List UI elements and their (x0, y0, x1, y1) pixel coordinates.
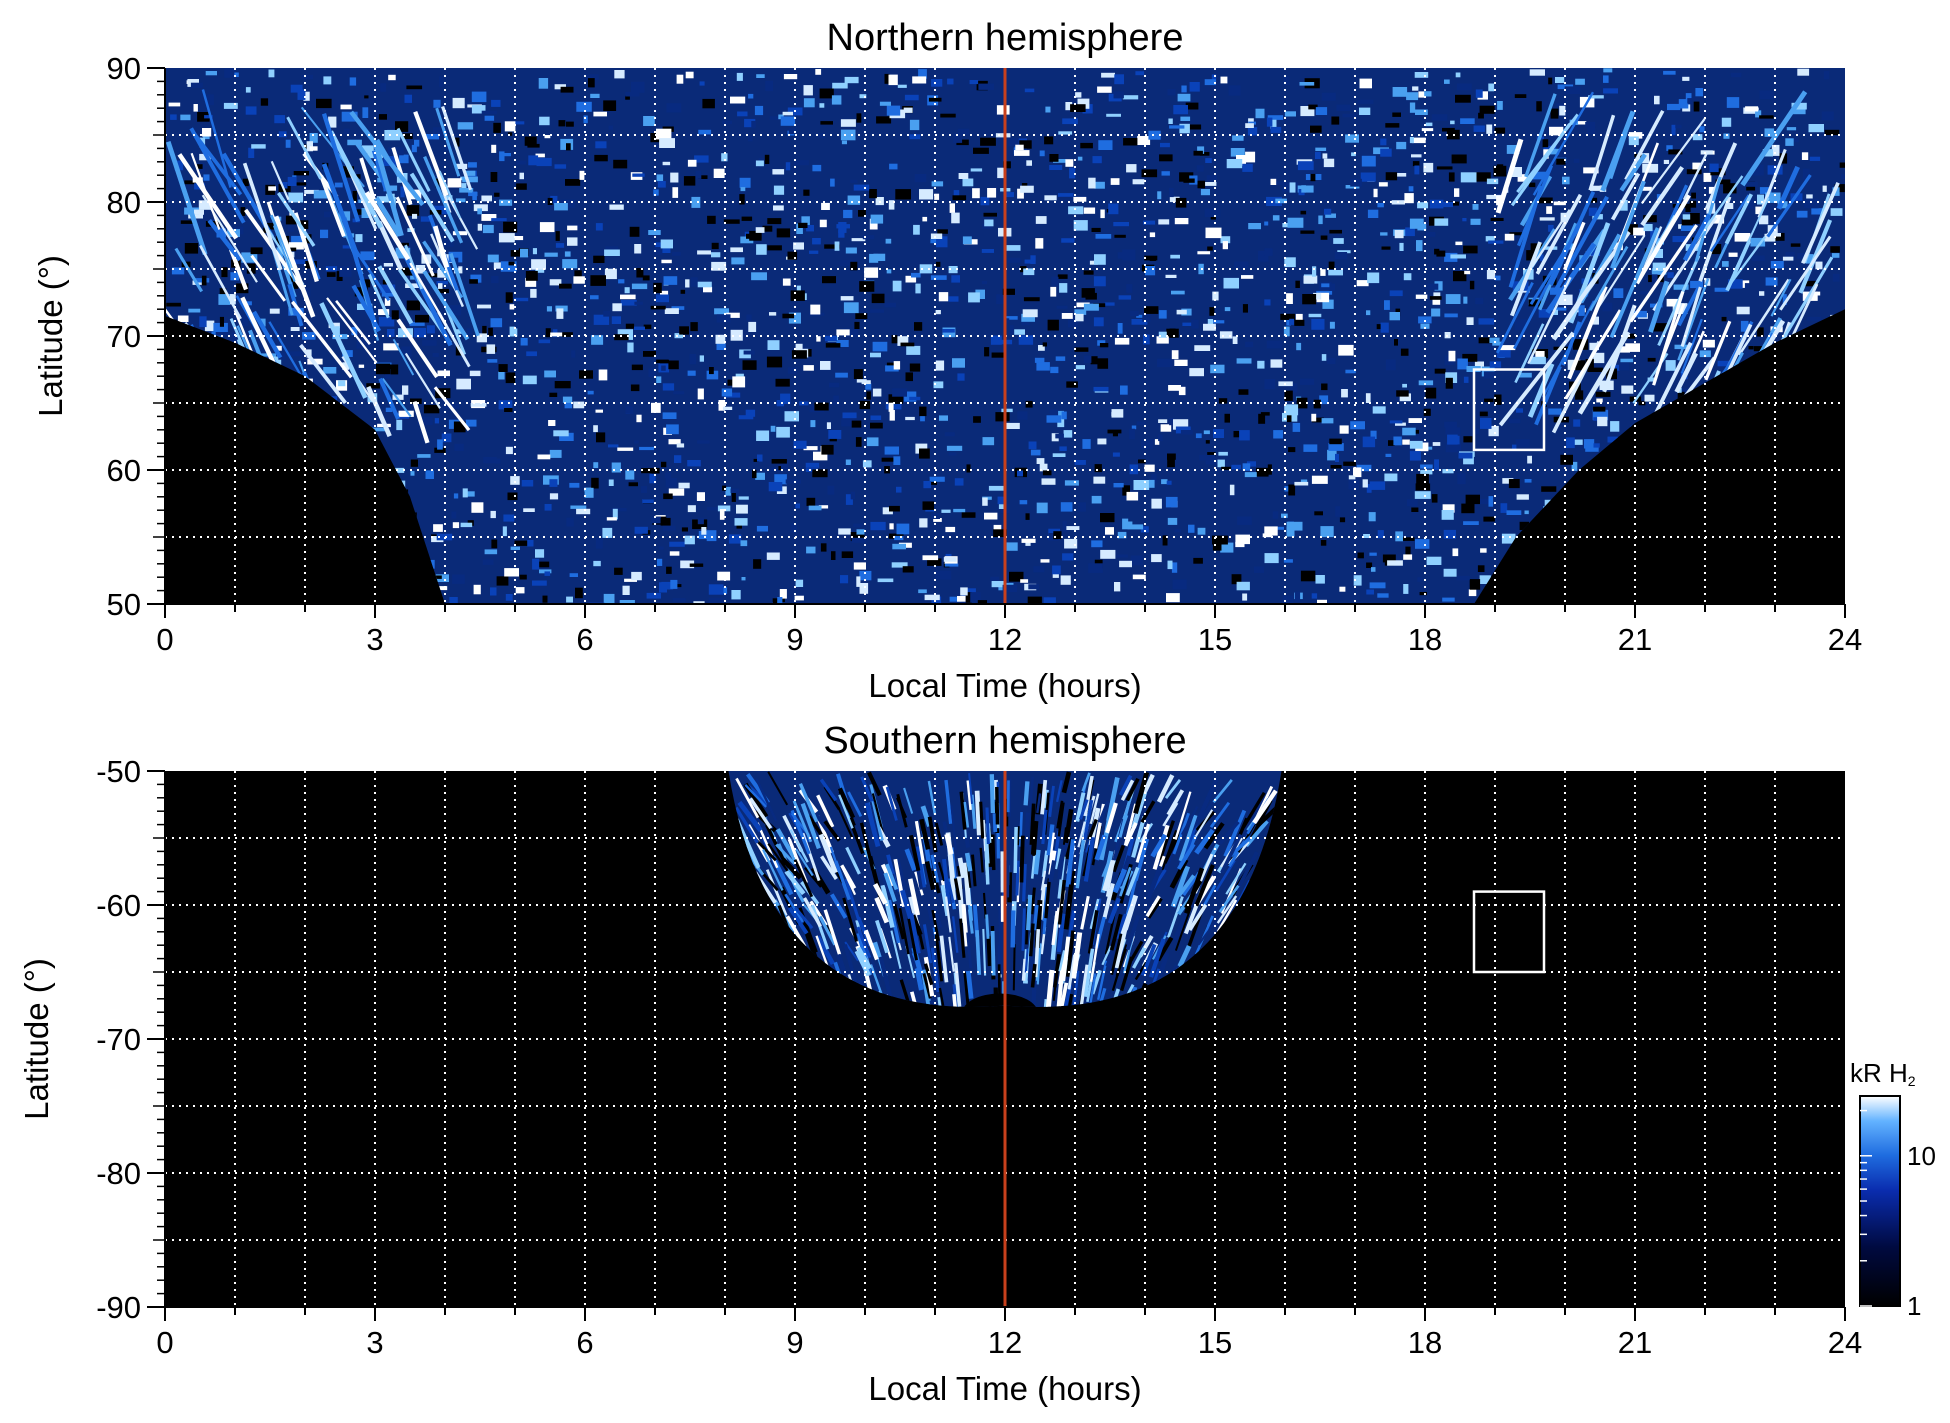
southern-region-box (1472, 890, 1546, 974)
x-tick-label: 0 (156, 1325, 173, 1360)
northern-y-axis-label: Latitude (°) (32, 255, 69, 417)
northern-axes: 0 3 6 9 12 15 18 21 24 50 60 70 80 90 (107, 51, 1863, 657)
southern-title: Southern hemisphere (823, 720, 1186, 762)
x-tick-label: 12 (988, 622, 1022, 657)
y-tick-label: 80 (107, 185, 141, 220)
southern-axes: 0 3 6 9 12 15 18 21 24 -50 -60 -70 -80 -90 (96, 754, 1862, 1360)
x-tick-label: 18 (1408, 622, 1442, 657)
northern-region-box (1472, 368, 1546, 452)
colorbar-label: kR H2 (1850, 1058, 1916, 1089)
x-tick-label: 3 (366, 622, 383, 657)
x-tick-label: 15 (1198, 1325, 1232, 1360)
x-tick-label: 6 (576, 622, 593, 657)
x-tick-label: 9 (786, 622, 803, 657)
x-tick-label: 3 (366, 1325, 383, 1360)
x-tick-label: 18 (1408, 1325, 1442, 1360)
x-tick-label: 0 (156, 622, 173, 657)
x-tick-label: 24 (1828, 1325, 1862, 1360)
colorbar-ticks: 1 10 (1860, 1109, 1936, 1321)
x-tick-label: 15 (1198, 622, 1232, 657)
southern-panel: Southern hemisphere 0 3 6 9 12 15 18 21 24 -50 -60… (18, 720, 1862, 1407)
northern-x-axis-label: Local Time (hours) (868, 667, 1141, 704)
colorbar-tick-label: 10 (1907, 1141, 1936, 1171)
y-tick-label: -80 (96, 1156, 141, 1191)
y-tick-label: -90 (96, 1290, 141, 1325)
x-tick-label: 12 (988, 1325, 1022, 1360)
northern-panel: Northern hemisphere 0 3 6 9 12 15 18 21 24 50 60 70… (32, 17, 1862, 704)
y-tick-label: 60 (107, 453, 141, 488)
y-tick-label: -50 (96, 754, 141, 789)
southern-x-axis-label: Local Time (hours) (868, 1370, 1141, 1407)
y-tick-label: -60 (96, 888, 141, 923)
southern-y-axis-label: Latitude (°) (18, 958, 55, 1120)
y-tick-label: 90 (107, 51, 141, 86)
x-tick-label: 21 (1618, 1325, 1652, 1360)
x-tick-label: 6 (576, 1325, 593, 1360)
colorbar: kR H2 1 10 (1850, 1058, 1936, 1321)
colorbar-tick-label: 1 (1907, 1291, 1921, 1321)
northern-title: Northern hemisphere (827, 17, 1184, 59)
x-tick-label: 9 (786, 1325, 803, 1360)
y-tick-label: -70 (96, 1022, 141, 1057)
y-tick-label: 50 (107, 587, 141, 622)
x-tick-label: 21 (1618, 622, 1652, 657)
y-tick-label: 70 (107, 319, 141, 354)
x-tick-label: 24 (1828, 622, 1862, 657)
